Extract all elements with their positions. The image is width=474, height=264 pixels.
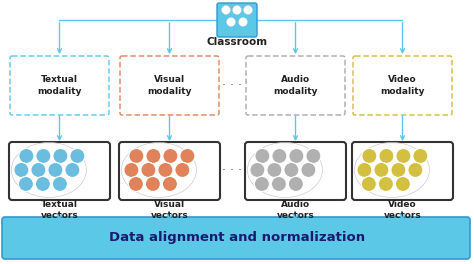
FancyBboxPatch shape <box>353 56 452 115</box>
Circle shape <box>129 148 144 163</box>
Circle shape <box>180 148 195 163</box>
Circle shape <box>379 148 394 163</box>
FancyBboxPatch shape <box>119 142 220 200</box>
Circle shape <box>14 162 29 177</box>
Circle shape <box>36 148 51 163</box>
Circle shape <box>70 148 85 163</box>
Circle shape <box>250 162 265 177</box>
Circle shape <box>357 162 372 177</box>
FancyBboxPatch shape <box>352 142 453 200</box>
Circle shape <box>391 162 406 177</box>
FancyBboxPatch shape <box>10 56 109 115</box>
Circle shape <box>395 176 410 191</box>
Circle shape <box>396 148 411 163</box>
Circle shape <box>19 148 34 163</box>
Circle shape <box>141 162 156 177</box>
Circle shape <box>53 148 68 163</box>
FancyBboxPatch shape <box>245 142 346 200</box>
Circle shape <box>48 162 63 177</box>
Circle shape <box>284 162 299 177</box>
Text: Visual
vectors: Visual vectors <box>151 200 188 220</box>
Circle shape <box>31 162 46 177</box>
Text: · · ·: · · · <box>222 164 243 177</box>
Circle shape <box>289 148 304 163</box>
Circle shape <box>146 176 160 191</box>
Text: · · ·: · · · <box>222 79 243 92</box>
Text: Data alignment and normalization: Data alignment and normalization <box>109 232 365 244</box>
FancyBboxPatch shape <box>120 56 219 115</box>
Circle shape <box>227 17 236 26</box>
Circle shape <box>163 176 177 191</box>
Text: Audio
modality: Audio modality <box>273 76 318 96</box>
Text: Textual
modality: Textual modality <box>37 76 82 96</box>
Circle shape <box>362 148 377 163</box>
Circle shape <box>361 176 376 191</box>
Circle shape <box>255 176 269 191</box>
Circle shape <box>272 148 287 163</box>
Circle shape <box>18 176 33 191</box>
Circle shape <box>378 176 393 191</box>
Circle shape <box>53 176 67 191</box>
Circle shape <box>175 162 190 177</box>
Circle shape <box>244 6 253 15</box>
FancyBboxPatch shape <box>9 142 110 200</box>
Circle shape <box>36 176 50 191</box>
Circle shape <box>267 162 282 177</box>
Text: Video
vectors: Video vectors <box>383 200 421 220</box>
Circle shape <box>128 176 144 191</box>
Text: Audio
vectors: Audio vectors <box>277 200 314 220</box>
Text: Textual
vectors: Textual vectors <box>41 200 78 220</box>
Circle shape <box>233 6 241 15</box>
Circle shape <box>306 148 321 163</box>
Circle shape <box>288 176 303 191</box>
FancyBboxPatch shape <box>246 56 345 115</box>
Text: Visual
modality: Visual modality <box>147 76 192 96</box>
Circle shape <box>374 162 389 177</box>
Circle shape <box>146 148 161 163</box>
Circle shape <box>408 162 423 177</box>
Text: Classroom: Classroom <box>207 37 267 47</box>
Circle shape <box>124 162 139 177</box>
Circle shape <box>301 162 316 177</box>
Circle shape <box>221 6 230 15</box>
FancyBboxPatch shape <box>217 3 257 37</box>
Circle shape <box>163 148 178 163</box>
Circle shape <box>272 176 286 191</box>
Text: Video
modality: Video modality <box>380 76 425 96</box>
FancyBboxPatch shape <box>2 217 470 259</box>
Circle shape <box>413 148 428 163</box>
Circle shape <box>158 162 173 177</box>
Circle shape <box>65 162 80 177</box>
Circle shape <box>255 148 270 163</box>
Circle shape <box>238 17 247 26</box>
